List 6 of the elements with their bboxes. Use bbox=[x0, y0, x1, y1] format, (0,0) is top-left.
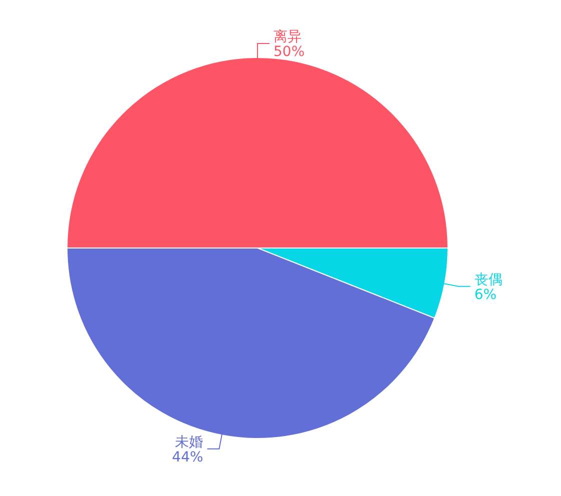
slice-label: 丧偶 bbox=[474, 272, 502, 288]
data-label: 6% bbox=[474, 286, 497, 303]
slice-label: 离异 bbox=[274, 29, 302, 46]
data-label: 44% bbox=[172, 450, 204, 466]
data-label: 50% bbox=[274, 44, 305, 60]
slice-label: 未婚 bbox=[175, 434, 204, 451]
